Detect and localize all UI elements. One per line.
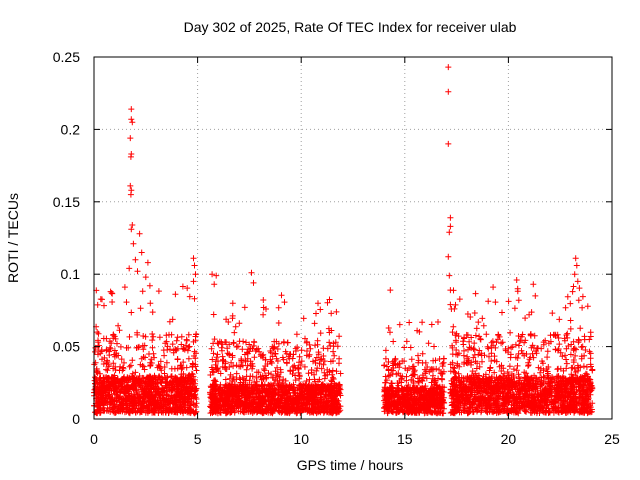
data-point (163, 359, 170, 366)
data-point (114, 340, 120, 347)
data-point (138, 355, 145, 362)
data-point (185, 344, 192, 351)
data-point (156, 334, 163, 341)
data-point (142, 354, 149, 361)
data-point (185, 331, 192, 338)
data-point (94, 301, 101, 308)
data-point (132, 369, 139, 376)
data-point (164, 388, 171, 395)
data-point (117, 343, 124, 350)
data-point (149, 409, 156, 416)
data-point (136, 343, 142, 350)
data-point (137, 305, 144, 312)
data-point (163, 332, 170, 339)
data-point (154, 379, 161, 386)
data-point (111, 333, 118, 340)
data-point (178, 333, 185, 340)
data-point (186, 343, 193, 350)
chart-title: Day 302 of 2025, Rate Of TEC Index for r… (184, 19, 517, 35)
data-point (174, 345, 181, 352)
data-point (160, 347, 167, 354)
data-point (118, 356, 125, 363)
data-point (139, 342, 146, 349)
data-point (147, 300, 154, 307)
data-point (96, 342, 102, 349)
data-point (117, 399, 124, 406)
data-point (155, 288, 162, 295)
data-point (192, 333, 199, 340)
data-point (178, 341, 185, 348)
data-point (106, 344, 113, 351)
data-point (101, 302, 107, 309)
data-point (111, 351, 118, 358)
data-point (110, 365, 117, 372)
grid-lines (94, 57, 612, 419)
data-point (115, 322, 122, 329)
data-point (116, 327, 123, 334)
data-point (174, 334, 181, 341)
data-point (103, 366, 110, 373)
data-point (119, 367, 126, 374)
data-point (119, 364, 126, 371)
data-point (95, 339, 102, 346)
data-point (107, 345, 114, 352)
data-point (149, 309, 156, 316)
data-points (91, 64, 596, 417)
data-point (184, 347, 191, 354)
data-point (161, 352, 168, 359)
data-point (140, 363, 147, 370)
data-point (149, 337, 156, 344)
data-point (173, 337, 180, 344)
data-point (103, 346, 110, 353)
data-point (172, 291, 179, 298)
data-point (169, 341, 176, 348)
data-point (157, 358, 164, 365)
data-point (121, 359, 127, 366)
data-point (109, 299, 116, 305)
data-point (173, 347, 180, 354)
data-point (150, 333, 157, 340)
data-point (174, 356, 181, 363)
data-point (104, 367, 111, 374)
data-point (164, 374, 171, 381)
data-point (141, 366, 148, 373)
data-point (186, 293, 193, 300)
data-point (105, 361, 112, 368)
data-point (139, 362, 146, 369)
data-point (129, 357, 136, 364)
